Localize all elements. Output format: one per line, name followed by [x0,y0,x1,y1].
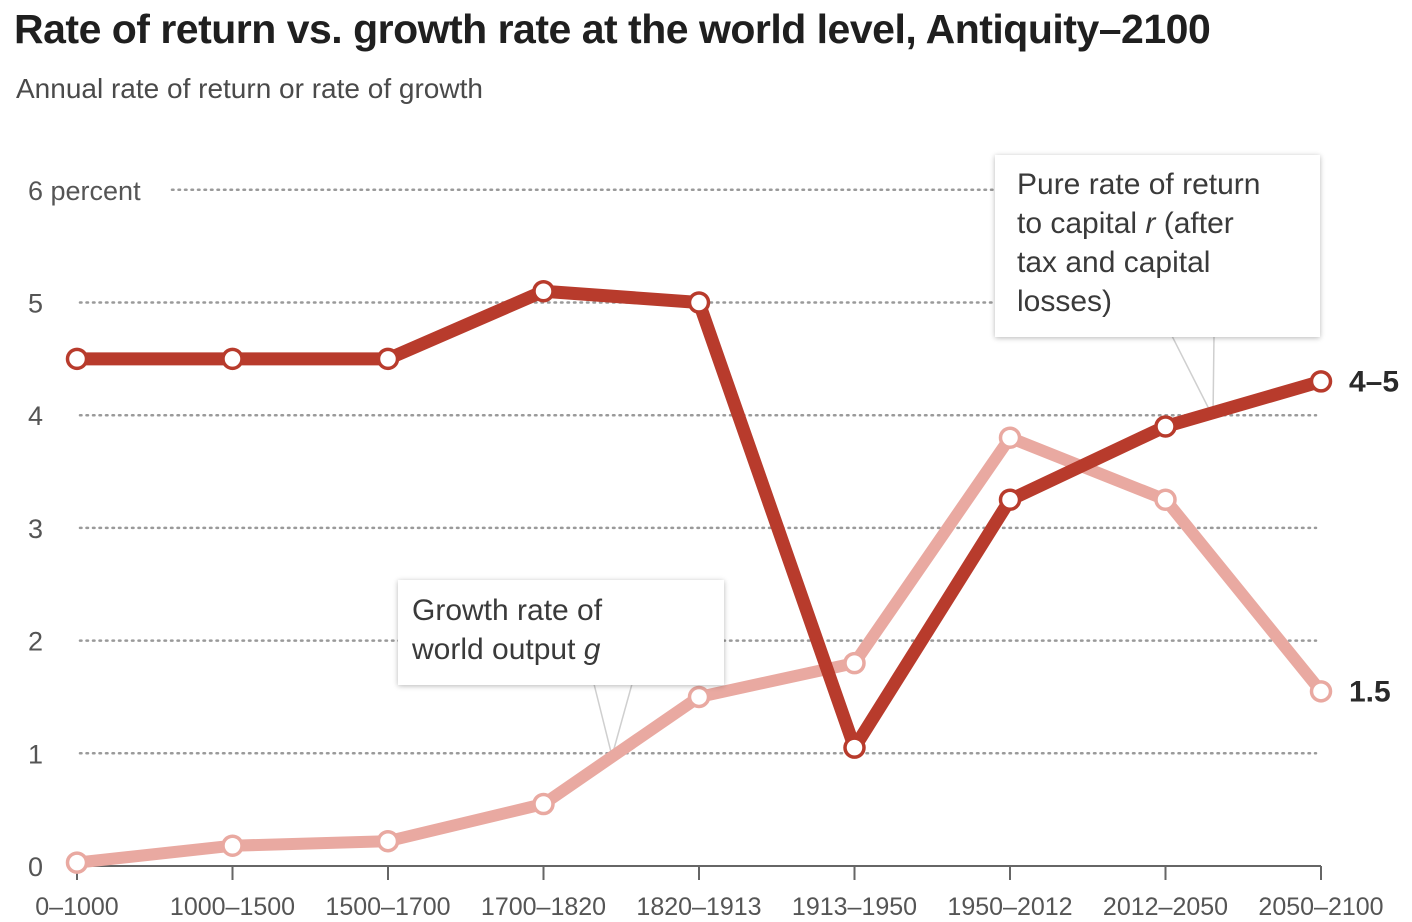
r-callout-line-1: Pure rate of return [1017,168,1261,201]
r-data-point [1154,415,1177,438]
r-data-point [687,291,711,314]
x-tick-label: 0–1000 [35,893,118,921]
r-data-point [1309,370,1333,393]
variable-g: g [583,633,601,666]
chart-title: Rate of return vs. growth rate at the wo… [14,6,1211,52]
g-data-point [1154,488,1177,511]
g-data-point [998,426,1022,449]
r-callout-pointer [1170,335,1215,418]
y-tick-label: 0 [28,852,43,882]
x-tick-label: 2050–2100 [1258,893,1383,921]
r-callout-line-3: tax and capital [1017,246,1211,279]
g-callout-line-1: Growth rate of [412,594,603,627]
r-data-point [221,347,244,371]
y-tick-label: 6 percent [28,176,141,206]
y-tick-label: 3 [28,514,43,544]
callout-tails [593,335,1215,759]
y-axis-ticks: 0 1 2 3 4 5 6 percent [28,176,141,882]
x-tick-label: 1913–1950 [792,893,917,921]
g-data-point [376,829,400,853]
chart-subtitle: Annual rate of return or rate of growth [16,73,483,104]
r-data-point [843,736,866,759]
x-tick-label: 1820–1913 [636,893,761,921]
y-tick-label: 2 [28,627,43,657]
g-data-point [532,792,555,816]
x-axis: 0–1000 1000–1500 1500–1700 1700–1820 1820–19… [35,865,1384,921]
x-tick-label: 1500–1700 [325,893,450,921]
series-points [65,279,1333,874]
g-data-point [221,834,244,857]
g-data-point [1309,680,1333,703]
y-tick-label: 1 [28,739,43,769]
r-series-callout: Pure rate of return to capital r (after … [995,155,1320,337]
y-tick-label: 4 [28,401,43,431]
y-tick-label: 5 [28,289,43,319]
r-data-point [532,279,555,303]
r-end-label: 4–5 [1349,365,1399,398]
series-lines [70,284,1328,869]
g-data-point [843,651,866,675]
r-data-point [65,347,89,371]
g-series-callout: Growth rate of world output g [398,580,724,685]
x-tick-label: 1700–1820 [481,893,606,921]
x-tick-label: 1950–2012 [947,893,1072,921]
x-tick-label: 2012–2050 [1103,893,1228,921]
end-labels: 4–5 1.5 [1349,365,1399,708]
variable-r: r [1145,207,1156,240]
g-data-point [65,851,89,874]
g-callout-line-2: world output g [412,633,601,666]
r-data-point [998,488,1022,511]
g-end-label: 1.5 [1349,675,1391,708]
g-data-point [687,685,711,709]
r-callout-line-4: losses) [1017,285,1113,318]
x-tick-label: 1000–1500 [170,893,295,921]
r-callout-line-2: to capital r (after [1017,207,1234,240]
r-data-point [376,347,400,371]
